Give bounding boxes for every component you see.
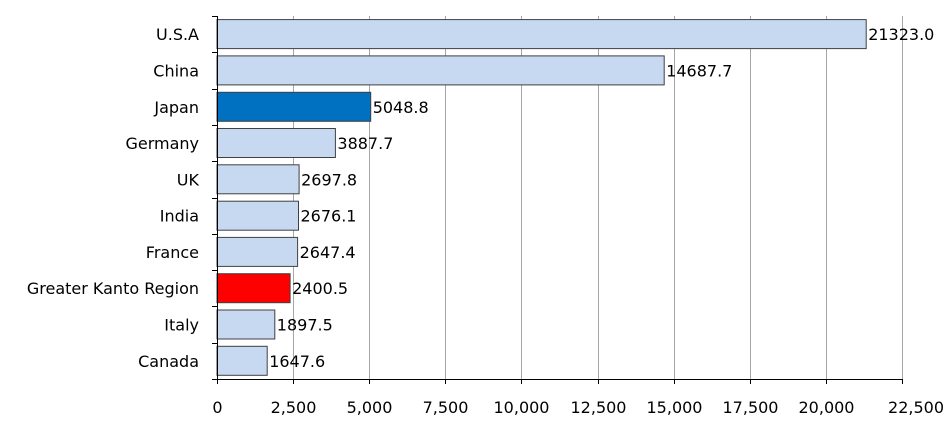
value-labels: 21323.0 14687.7 5048.8 3887.7 2697.8 2676.1 26… <box>269 25 934 371</box>
category-label-japan: Japan <box>153 98 199 117</box>
value-label-india: 2676.1 <box>301 207 357 226</box>
x-tick-label-7: 17,500 <box>723 398 779 417</box>
category-label-china: China <box>153 61 199 80</box>
category-label-france: France <box>146 243 199 262</box>
category-label-greater-kanto-region: Greater Kanto Region <box>27 279 199 298</box>
category-label-italy: Italy <box>164 316 199 335</box>
x-tick-label-9: 22,500 <box>888 398 944 417</box>
category-label-canada: Canada <box>138 352 199 371</box>
x-tick-label-2: 5,000 <box>347 398 393 417</box>
value-label-uk: 2697.8 <box>301 170 357 189</box>
value-label-france: 2647.4 <box>300 243 356 262</box>
axes <box>212 16 903 384</box>
bar-india <box>216 200 299 231</box>
value-label-japan: 5048.8 <box>373 98 429 117</box>
value-label-greater-kanto-region: 2400.5 <box>292 279 348 298</box>
x-tick-label-5: 12,500 <box>571 398 627 417</box>
x-tick-labels: 0 2,500 5,000 7,500 10,000 12,500 15,000 17,500… <box>212 398 944 417</box>
x-tick-label-4: 10,000 <box>494 398 550 417</box>
category-label-uk: UK <box>177 170 200 189</box>
category-label-india: India <box>160 207 199 226</box>
category-labels: U.S.A China Japan Germany UK India France Great… <box>27 25 200 371</box>
bar-germany <box>216 128 336 158</box>
bar-italy <box>216 309 276 340</box>
x-tick-label-0: 0 <box>212 398 222 417</box>
value-label-u-s-a: 21323.0 <box>868 25 934 44</box>
x-tick-label-3: 7,500 <box>423 398 469 417</box>
bars <box>216 19 867 376</box>
value-label-china: 14687.7 <box>666 61 732 80</box>
category-label-germany: Germany <box>125 134 199 153</box>
bar-greater-kanto-region <box>216 273 291 304</box>
bar-uk <box>216 164 300 195</box>
bar-canada <box>216 345 268 376</box>
bar-u-s-a <box>216 19 867 50</box>
bar-china <box>216 55 665 86</box>
value-label-canada: 1647.6 <box>269 352 325 371</box>
bar-japan <box>216 91 372 122</box>
x-tick-label-1: 2,500 <box>271 398 317 417</box>
x-tick-label-8: 20,000 <box>799 398 855 417</box>
value-label-italy: 1897.5 <box>277 316 333 335</box>
category-label-u-s-a: U.S.A <box>156 25 199 44</box>
value-label-germany: 3887.7 <box>337 134 393 153</box>
bar-france <box>216 236 299 267</box>
x-tick-label-6: 15,000 <box>647 398 703 417</box>
